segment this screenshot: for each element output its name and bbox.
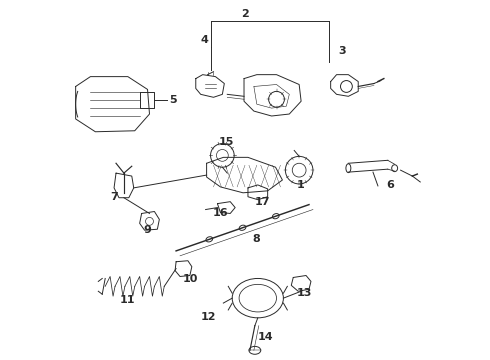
Text: 17: 17	[255, 197, 270, 207]
Text: 7: 7	[110, 192, 118, 202]
Text: 3: 3	[339, 46, 346, 56]
Text: 11: 11	[120, 295, 135, 305]
Text: 12: 12	[201, 312, 216, 322]
Text: 6: 6	[386, 180, 393, 190]
Text: 16: 16	[213, 208, 228, 219]
Text: 2: 2	[241, 9, 249, 19]
Text: 10: 10	[183, 274, 198, 284]
Text: 4: 4	[201, 35, 209, 45]
Text: 15: 15	[219, 136, 234, 147]
Text: 9: 9	[144, 225, 151, 235]
Text: 13: 13	[297, 288, 313, 298]
Text: 14: 14	[258, 332, 273, 342]
Text: 5: 5	[169, 95, 177, 105]
Text: 8: 8	[252, 234, 260, 244]
Text: 1: 1	[296, 180, 304, 190]
